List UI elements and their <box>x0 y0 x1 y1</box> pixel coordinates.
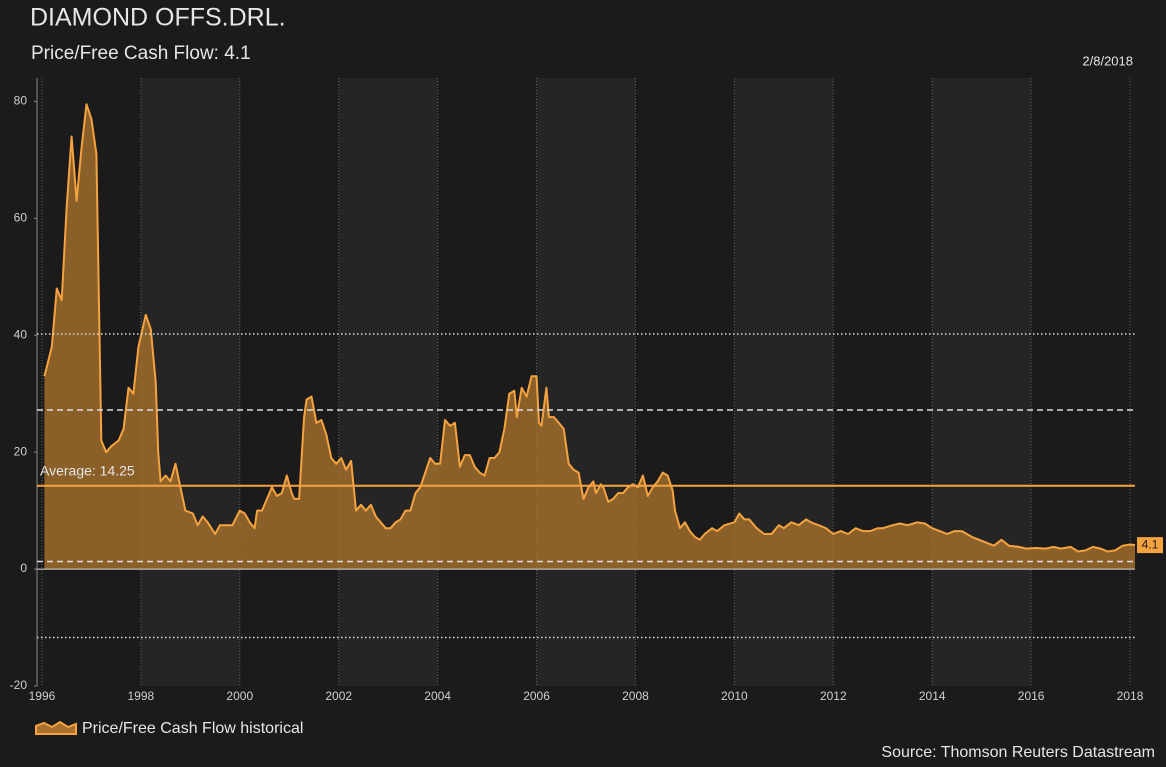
y-tick-label: 40 <box>14 327 28 341</box>
legend-label: Price/Free Cash Flow historical <box>82 720 303 737</box>
x-tick-label: 2010 <box>721 689 748 703</box>
band <box>338 78 438 686</box>
y-tick-label: 80 <box>14 94 28 108</box>
y-tick-label: 0 <box>20 561 27 575</box>
x-tick-label: 2012 <box>820 689 847 703</box>
band <box>536 78 636 686</box>
y-tick-label: 60 <box>14 210 28 224</box>
x-tick-label: 2004 <box>424 689 451 703</box>
x-tick-label: 2000 <box>226 689 253 703</box>
band <box>932 78 1032 686</box>
x-tick-label: 1996 <box>29 689 56 703</box>
date-label: 2/8/2018 <box>1082 53 1133 68</box>
y-tick-label: 20 <box>14 444 28 458</box>
x-tick-label: 2006 <box>523 689 550 703</box>
chart-subtitle: Price/Free Cash Flow: 4.1 <box>31 43 251 64</box>
average-label: Average: 14.25 <box>40 462 135 478</box>
legend-swatch <box>35 720 77 735</box>
area <box>44 104 1135 570</box>
line <box>43 103 1136 553</box>
x-tick-label: 2014 <box>919 689 946 703</box>
y-tick-label: -20 <box>10 678 28 692</box>
band <box>140 78 240 686</box>
last-value-box <box>1137 537 1163 554</box>
x-tick-label: 2008 <box>622 689 649 703</box>
x-tick-label: 1998 <box>128 689 155 703</box>
band <box>734 78 834 686</box>
x-tick-label: 2016 <box>1018 689 1045 703</box>
source-label: Source: Thomson Reuters Datastream <box>881 744 1155 761</box>
chart-title: DIAMOND OFFS.DRL. <box>30 4 286 32</box>
bands <box>140 78 1032 686</box>
x-tick-label: 2002 <box>325 689 352 703</box>
last-value-label: 4.1 <box>1142 537 1159 551</box>
x-tick-label: 2018 <box>1117 689 1144 703</box>
